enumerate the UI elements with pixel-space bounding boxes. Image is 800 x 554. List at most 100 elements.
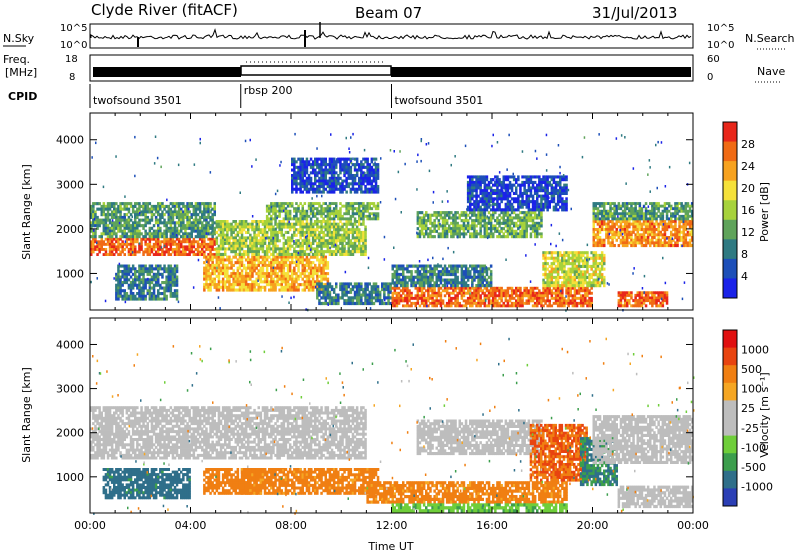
heatmap-cell — [330, 209, 334, 213]
heatmap-cell — [322, 252, 325, 256]
heatmap-cell — [311, 228, 315, 232]
heatmap-cell — [232, 228, 235, 232]
heatmap-cell — [123, 281, 126, 285]
heatmap-cell — [146, 253, 149, 256]
heatmap-cell — [144, 237, 147, 241]
heatmap-cell — [148, 242, 152, 246]
heatmap-cell — [131, 267, 135, 271]
heatmap-cell — [240, 222, 244, 226]
heatmap-cell — [502, 235, 505, 239]
heatmap-cell — [299, 244, 302, 248]
heatmap-cell — [481, 211, 484, 215]
heatmap-cell — [119, 207, 122, 211]
heatmap-cell — [303, 269, 307, 273]
heatmap-cell — [157, 297, 160, 301]
heatmap-cell — [404, 299, 407, 303]
heatmap-cell — [142, 213, 145, 217]
heatmap-cell — [272, 204, 275, 208]
heatmap-cell — [134, 237, 137, 241]
heatmap-cell — [284, 285, 288, 289]
heatmap-cell — [328, 160, 332, 164]
heatmap-cell — [157, 278, 160, 282]
heatmap-cell — [404, 281, 407, 285]
heatmap-cell — [305, 241, 309, 245]
heatmap-cell — [422, 224, 426, 228]
heatmap-cell — [456, 291, 459, 295]
heatmap-cell — [221, 241, 225, 245]
heatmap-cell — [324, 293, 327, 297]
heatmap-cell — [521, 221, 524, 225]
heatmap-cell — [213, 285, 216, 289]
heatmap-cell — [301, 182, 304, 186]
heatmap-cell — [175, 232, 179, 236]
heatmap-cell — [387, 285, 390, 289]
heatmap-cell — [280, 272, 283, 276]
heatmap-cell — [335, 225, 338, 229]
heatmap-cell — [173, 278, 177, 282]
heatmap-cell — [456, 267, 459, 271]
heatmap-cell — [506, 286, 510, 290]
heatmap-cell — [299, 202, 302, 205]
heatmap-cell — [297, 258, 300, 262]
heatmap-cell — [299, 163, 302, 167]
heatmap-cell — [332, 241, 336, 245]
heatmap-cell — [240, 241, 244, 245]
heatmap-cell — [590, 296, 593, 300]
heatmap-cell — [127, 242, 131, 246]
heatmap-cell — [98, 224, 101, 228]
heatmap-cell — [525, 224, 528, 228]
heatmap-cell — [301, 209, 304, 213]
heatmap-cell — [588, 289, 591, 293]
heatmap-cell — [284, 277, 288, 281]
heatmap-cell — [165, 245, 168, 249]
heatmap-cell — [228, 244, 231, 248]
heatmap-cell — [504, 299, 508, 303]
heatmap-cell — [182, 245, 185, 249]
heatmap-cell — [586, 286, 589, 290]
heatmap-cell — [546, 299, 549, 303]
heatmap-cell — [362, 174, 365, 178]
heatmap-cell — [238, 236, 242, 240]
heatmap-cell — [115, 224, 118, 228]
heatmap-cell — [203, 277, 206, 281]
heatmap-cell — [326, 220, 330, 224]
heatmap-cell — [324, 225, 327, 229]
heatmap-cell — [211, 253, 214, 256]
heatmap-cell — [341, 241, 344, 245]
heatmap-cell — [364, 296, 367, 300]
heatmap-cell — [129, 248, 133, 251]
heatmap-cell — [295, 288, 298, 292]
heatmap-cell — [393, 264, 397, 268]
heatmap-cell — [293, 176, 296, 180]
heatmap-cell — [345, 250, 348, 254]
heatmap-cell — [316, 174, 319, 178]
heatmap-cell — [479, 211, 482, 215]
heatmap-cell — [316, 258, 319, 262]
heatmap-cell — [211, 235, 214, 239]
heatmap-cell — [460, 281, 464, 285]
heatmap-cell — [339, 296, 342, 300]
heatmap-cell — [263, 261, 267, 265]
heatmap-cell — [263, 274, 267, 278]
heatmap-cell — [402, 299, 405, 303]
heatmap-cell — [307, 261, 311, 265]
heatmap-cell — [328, 182, 332, 186]
heatmap-cell — [123, 297, 126, 301]
heatmap-cell — [119, 226, 122, 230]
heatmap-cell — [194, 248, 198, 251]
heatmap-cell — [330, 239, 334, 243]
heatmap-cell — [351, 214, 355, 218]
heatmap-cell — [508, 304, 512, 308]
heatmap-cell — [322, 182, 325, 186]
heatmap-cell — [163, 221, 166, 225]
heatmap-cell — [343, 165, 346, 169]
heatmap-cell — [355, 160, 359, 164]
heatmap-cell — [311, 165, 315, 169]
heatmap-cell — [92, 235, 95, 239]
heatmap-cell — [299, 187, 302, 191]
heatmap-cell — [318, 250, 321, 254]
heatmap-cell — [297, 255, 300, 259]
heatmap-cell — [150, 270, 154, 274]
heatmap-cell — [471, 304, 474, 308]
heatmap-cell — [316, 202, 319, 205]
